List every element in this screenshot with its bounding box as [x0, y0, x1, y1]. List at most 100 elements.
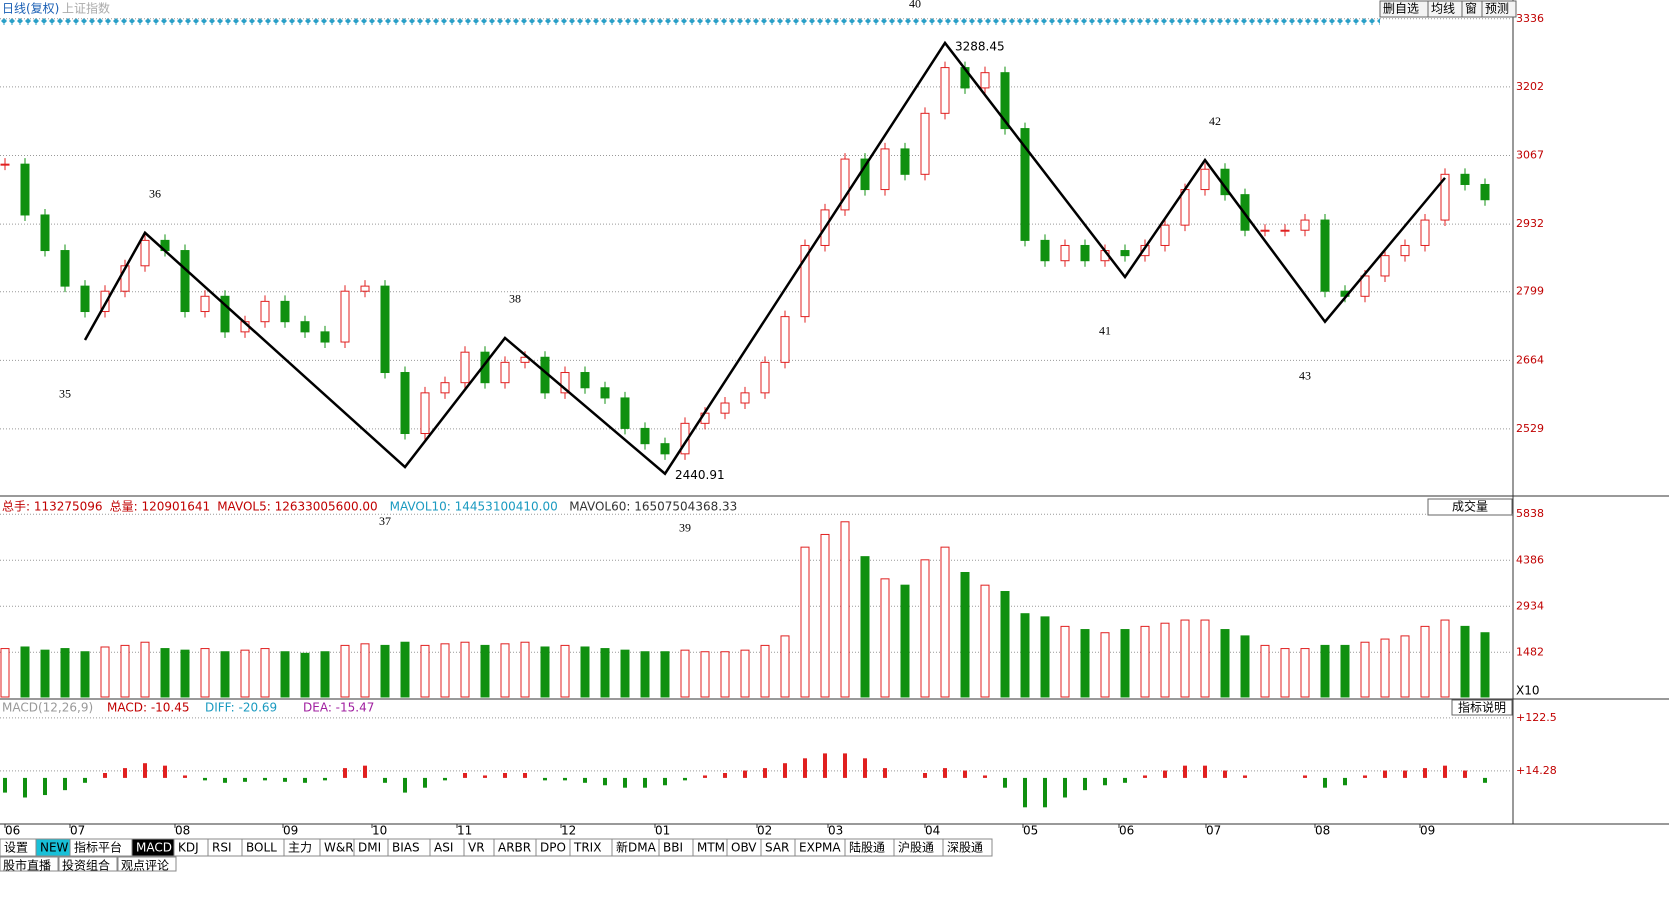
wave-label: 38 — [509, 292, 521, 306]
macd-bar — [83, 777, 87, 783]
tab-label[interactable]: 主力 — [288, 841, 312, 855]
bottom-tab-label[interactable]: 观点评论 — [121, 859, 169, 873]
tab-label[interactable]: 陆股通 — [849, 840, 885, 855]
tab-label[interactable]: MTM — [697, 841, 725, 855]
candle — [1080, 244, 1090, 262]
candle — [340, 290, 350, 343]
macd-bar — [1203, 765, 1207, 778]
y-tick-label: 3067 — [1516, 149, 1544, 162]
volume-bar — [680, 649, 690, 698]
tab-label[interactable]: RSI — [212, 841, 232, 855]
candle — [140, 239, 150, 267]
tab-label[interactable]: DPO — [540, 841, 566, 855]
bottom-tab-label[interactable]: 投资组合 — [62, 858, 110, 873]
tab-label[interactable]: 设置 — [4, 841, 28, 855]
tab-label[interactable]: 深股通 — [947, 841, 983, 855]
bottom-tab[interactable] — [0, 856, 59, 872]
tab-label[interactable]: MACD — [136, 841, 172, 855]
candle — [220, 295, 230, 333]
tab-label[interactable]: OBV — [731, 841, 757, 855]
macd-bar — [803, 758, 807, 778]
bottom-tab-label[interactable]: 股市直播 — [3, 858, 51, 873]
x-tick-label: 02 — [757, 824, 772, 838]
macd-bar — [263, 777, 267, 781]
volume-bar — [420, 644, 430, 698]
volume-bar — [240, 649, 250, 698]
x-tick-label: 03 — [828, 824, 843, 838]
wave-label: 36 — [149, 187, 161, 201]
volume-bar — [80, 651, 90, 698]
volume-bar — [1060, 625, 1070, 698]
toolbar-label[interactable]: 预测 — [1485, 2, 1509, 16]
volume-bar — [160, 648, 170, 698]
tab-label[interactable]: ASI — [434, 841, 453, 855]
y-tick-label: 5838 — [1516, 507, 1544, 520]
candle — [1320, 219, 1330, 292]
tab-label[interactable]: VR — [468, 841, 485, 855]
macd-bar — [443, 777, 447, 781]
tab-label[interactable]: 沪股通 — [898, 841, 934, 855]
toolbar-label[interactable]: 窗 — [1465, 2, 1477, 16]
tab-label[interactable]: 新DMA — [616, 840, 657, 855]
macd-bar — [383, 777, 387, 783]
candle — [460, 351, 470, 384]
tab-label[interactable]: 指标平台 — [74, 840, 122, 855]
tab-label[interactable]: NEW — [40, 841, 69, 855]
volume-bar — [1280, 648, 1290, 698]
volume-bar — [740, 649, 750, 698]
selector-box[interactable] — [1427, 498, 1513, 516]
candle — [1280, 229, 1290, 232]
volume-stat: MAVOL5: 12633005600.00 — [217, 500, 377, 514]
tab-label[interactable]: BOLL — [246, 841, 277, 855]
tab-label[interactable]: DMI — [358, 841, 381, 855]
tab-label[interactable]: KDJ — [178, 841, 199, 855]
tab-label[interactable]: SAR — [765, 841, 789, 855]
volume-bar — [1460, 625, 1470, 698]
macd-bar — [1063, 777, 1067, 798]
volume-bar — [140, 641, 150, 698]
candle — [900, 148, 910, 175]
candle — [1420, 219, 1430, 246]
bottom-tab[interactable] — [117, 856, 177, 872]
macd-bar — [63, 777, 67, 791]
tab-label[interactable]: BBI — [663, 841, 683, 855]
volume-bar — [260, 648, 270, 698]
candle — [400, 372, 410, 435]
macd-bar — [323, 777, 327, 781]
candle — [800, 244, 810, 318]
volume-bar — [560, 644, 570, 698]
volume-bar — [1240, 635, 1250, 698]
tab-label[interactable]: TRIX — [573, 841, 601, 855]
candle — [1000, 72, 1010, 130]
tab-label[interactable]: BIAS — [392, 841, 420, 855]
volume-bar — [1260, 644, 1270, 698]
macd-bar — [1123, 777, 1127, 783]
x-tick-label: 06 — [1119, 824, 1134, 838]
signal-strip — [0, 18, 1380, 25]
bottom-tab[interactable] — [58, 856, 118, 872]
macd-bar — [703, 775, 707, 778]
tab-label[interactable]: EXPMA — [799, 841, 841, 855]
candle — [740, 392, 750, 404]
tab-label[interactable]: W&R — [324, 841, 354, 855]
button-box[interactable] — [1451, 699, 1513, 716]
volume-bar — [320, 651, 330, 698]
toolbar-label[interactable]: 均线 — [1431, 2, 1455, 16]
macd-button[interactable]: 指标说明 — [1458, 700, 1506, 715]
volume-bar — [340, 644, 350, 698]
tab-label[interactable]: ARBR — [498, 841, 531, 855]
macd-bar — [843, 753, 847, 778]
toolbar-button[interactable] — [1481, 0, 1517, 18]
macd-bar — [1443, 765, 1447, 778]
candle — [1120, 250, 1130, 257]
candle — [40, 214, 50, 252]
volume-bar — [580, 646, 590, 698]
tab[interactable] — [942, 838, 993, 857]
toolbar-label[interactable]: 删自选 — [1383, 2, 1419, 16]
volume-selector[interactable]: 成交量 — [1452, 499, 1488, 514]
macd-stat: MACD(12,26,9) — [2, 701, 93, 715]
macd-bar — [1383, 770, 1387, 778]
volume-stat: MAVOL10: 14453100410.00 — [390, 500, 558, 514]
volume-bar — [1320, 644, 1330, 698]
